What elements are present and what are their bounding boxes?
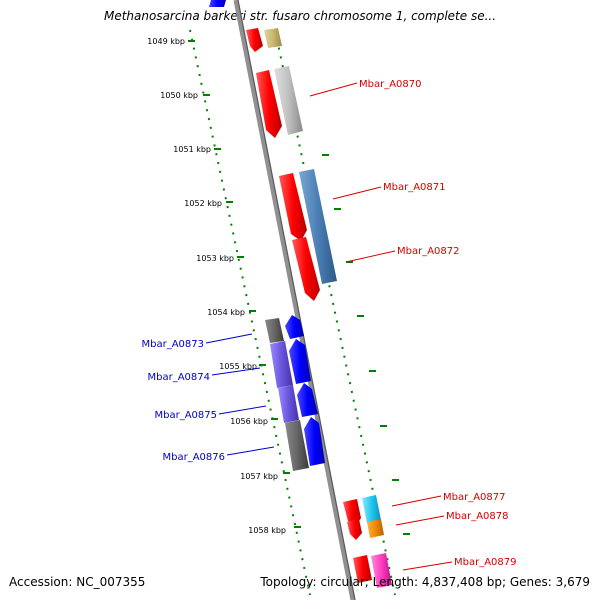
leader-line-mbar-a0872 [345, 250, 396, 263]
leader-line-mbar-a0874 [211, 367, 261, 376]
tick-label: 1057 kbp [240, 472, 278, 481]
gene-arrow-mbar-a0876[interactable] [304, 417, 325, 466]
gene-arrow-mbar-a0870-red[interactable] [256, 70, 282, 138]
gene-arrow-mbar-a0879-red[interactable] [353, 555, 372, 583]
gene-arrow-mbar-a0879[interactable] [371, 553, 392, 588]
gene-label-mbar-a0879[interactable]: Mbar_A0879 [454, 557, 517, 568]
gene-arrow-top-red[interactable] [246, 28, 263, 52]
tick-label: 1051 kbp [173, 145, 211, 154]
gene-label-mbar-a0870[interactable]: Mbar_A0870 [359, 79, 422, 90]
gene-label-mbar-a0873[interactable]: Mbar_A0873 [141, 339, 204, 350]
tick-label: 1054 kbp [207, 308, 245, 317]
gene-arrow-mbar-a0872[interactable] [292, 237, 320, 301]
gene-arrow-mbar-a0875-purple[interactable] [278, 385, 299, 423]
topology-text: Topology: circular; Length: 4,837,408 bp… [260, 575, 590, 589]
tick-label: 1053 kbp [196, 254, 234, 263]
tick-label: 1049 kbp [147, 37, 185, 46]
gene-arrow-mbar-a0870[interactable] [274, 66, 303, 135]
leader-line-mbar-a0878 [395, 515, 445, 526]
gene-arrow-mbar-a0877[interactable] [362, 495, 381, 523]
leader-line-mbar-a0871 [332, 186, 382, 200]
gene-label-mbar-a0872[interactable]: Mbar_A0872 [397, 246, 460, 257]
chromosome-axis [233, 0, 356, 600]
leader-line-mbar-a0876 [226, 446, 275, 456]
gene-label-mbar-a0877[interactable]: Mbar_A0877 [443, 492, 506, 503]
gene-arrow-mbar-a0878[interactable] [367, 519, 384, 538]
tick-label: 1050 kbp [160, 91, 198, 100]
tick-group: 1049 kbp 1050 kbp 1051 kbp 1052 kbp 1053… [147, 37, 410, 535]
leader-line-mbar-a0879 [402, 561, 453, 571]
gene-label-mbar-a0871[interactable]: Mbar_A0871 [383, 182, 446, 193]
gene-label-mbar-a0875[interactable]: Mbar_A0875 [154, 410, 217, 421]
leader-line-mbar-a0873 [205, 333, 253, 344]
leader-line-mbar-a0875 [218, 405, 267, 415]
gene-arrow-mbar-a0874-purple[interactable] [270, 341, 293, 388]
tick-label: 1055 kbp [219, 362, 257, 371]
gene-arrow-top-khaki[interactable] [264, 28, 282, 48]
gene-arrow-mbar-a0875[interactable] [297, 383, 318, 417]
forward-guide-line [274, 29, 396, 596]
gene-arrow-mbar-a0873[interactable] [285, 315, 304, 339]
tick-label: 1052 kbp [184, 199, 222, 208]
leader-line-mbar-a0870 [309, 82, 358, 97]
accession-text: Accession: NC_007355 [9, 575, 146, 589]
gene-arrow-mbar-a0871[interactable] [299, 169, 337, 284]
gene-arrow-mbar-a0871-red[interactable] [279, 173, 307, 241]
gene-arrow-mbar-a0873-gray[interactable] [265, 318, 284, 343]
gene-label-mbar-a0874[interactable]: Mbar_A0874 [147, 372, 210, 383]
gene-arrow-mbar-a0876-gray[interactable] [285, 420, 309, 471]
tick-label: 1058 kbp [248, 526, 286, 535]
leader-line-mbar-a0877 [391, 495, 442, 507]
tick-label: 1056 kbp [230, 417, 268, 426]
gene-arrow-mbar-a0874[interactable] [289, 339, 311, 384]
map-title: Methanosarcina barkeri str. fusaro chrom… [103, 9, 497, 23]
reverse-guide-line [189, 29, 311, 596]
gene-label-mbar-a0878[interactable]: Mbar_A0878 [446, 511, 509, 522]
gene-arrow-top-partial[interactable] [209, 0, 226, 7]
gene-label-mbar-a0876[interactable]: Mbar_A0876 [162, 452, 225, 463]
gene-arrow-mbar-a0878-red[interactable] [347, 519, 362, 540]
chromosome-axis-shadow [237, 0, 356, 600]
